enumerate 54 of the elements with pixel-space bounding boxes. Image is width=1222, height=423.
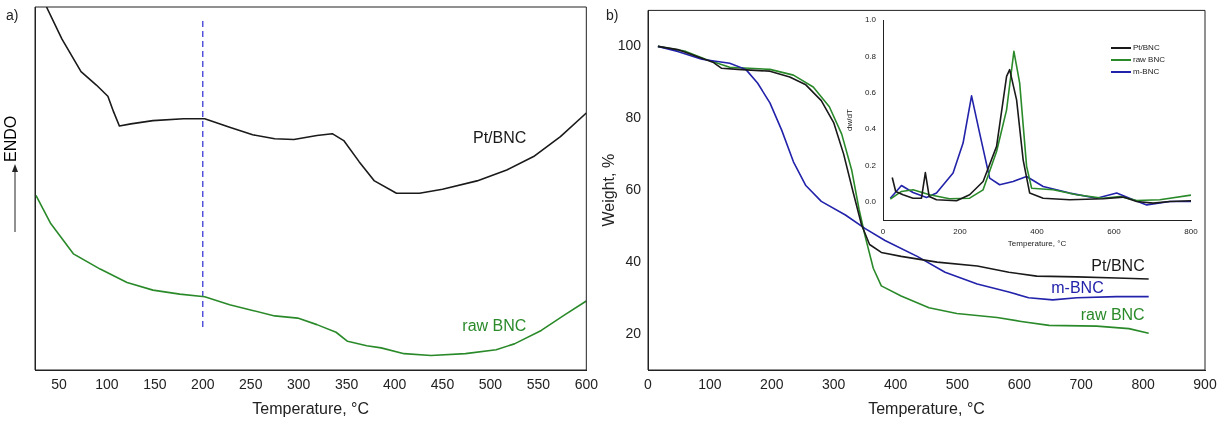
x-tick-label: 400	[382, 376, 407, 393]
legend-label: m-BNC	[1133, 67, 1160, 77]
x-tick-label: 200	[953, 227, 968, 236]
x-tick-label: 50	[51, 376, 67, 393]
x-tick-label: 300	[821, 376, 846, 393]
series-label: Pt/BNC	[1091, 257, 1145, 275]
x-tick-label: 0	[880, 227, 886, 236]
x-tick-label: 900	[1193, 376, 1217, 393]
y-tick-label: 0.8	[864, 51, 877, 61]
series-label: raw BNC	[1080, 306, 1145, 324]
x-tick-label: 400	[883, 376, 908, 393]
x-axis-title: Temperature, °C	[252, 399, 369, 417]
y-tick-label: 100	[617, 37, 642, 54]
text: b)	[606, 7, 619, 23]
x-tick-label: 800	[1184, 227, 1199, 236]
x-tick-label: 700	[1069, 376, 1094, 393]
x-tick-label: 350	[334, 376, 359, 393]
y-tick-label: 0.6	[864, 87, 877, 97]
x-tick-label: 500	[478, 376, 503, 393]
y-tick-label: 80	[625, 109, 642, 126]
x-tick-label: 600	[1107, 227, 1122, 236]
y-tick-label: 0.0	[864, 197, 877, 207]
y-tick-label: 1.0	[864, 15, 877, 25]
y-tick-label: 20	[625, 324, 642, 341]
x-tick-label: 800	[1131, 376, 1155, 393]
x-tick-label: 150	[143, 376, 167, 393]
y-axis-title: Weight, %	[600, 153, 618, 227]
x-tick-label: 500	[945, 376, 970, 393]
y-tick-label: 60	[625, 181, 642, 198]
x-tick-label: 100	[95, 376, 119, 393]
legend-label: Pt/BNC	[1133, 43, 1160, 53]
x-tick-label: 450	[430, 376, 455, 393]
text: a)	[6, 7, 19, 23]
x-tick-label: 100	[698, 376, 722, 393]
y-axis-title: dw/dT	[845, 109, 854, 131]
x-axis-title: Temperature, °C	[868, 399, 985, 417]
series-label: raw BNC	[462, 317, 527, 335]
x-tick-label: 600	[574, 376, 599, 393]
x-axis-title: Temperature, °C	[1007, 239, 1067, 249]
x-tick-label: 250	[239, 376, 263, 393]
series-label: m-BNC	[1051, 278, 1104, 296]
y-tick-label: 0.4	[864, 124, 877, 134]
y-tick-label: 40	[625, 252, 642, 269]
x-tick-label: 300	[287, 376, 311, 393]
legend-label: raw BNC	[1133, 55, 1166, 65]
x-tick-label: 550	[526, 376, 551, 393]
x-tick-label: 0	[644, 376, 653, 393]
y-tick-label: 0.2	[864, 160, 877, 170]
x-tick-label: 200	[760, 376, 784, 393]
series-label: Pt/BNC	[472, 129, 527, 146]
x-tick-label: 600	[1007, 376, 1032, 393]
x-tick-label: 200	[191, 376, 215, 393]
y-axis-title: ENDO	[2, 115, 20, 162]
x-tick-label: 400	[1030, 227, 1045, 236]
